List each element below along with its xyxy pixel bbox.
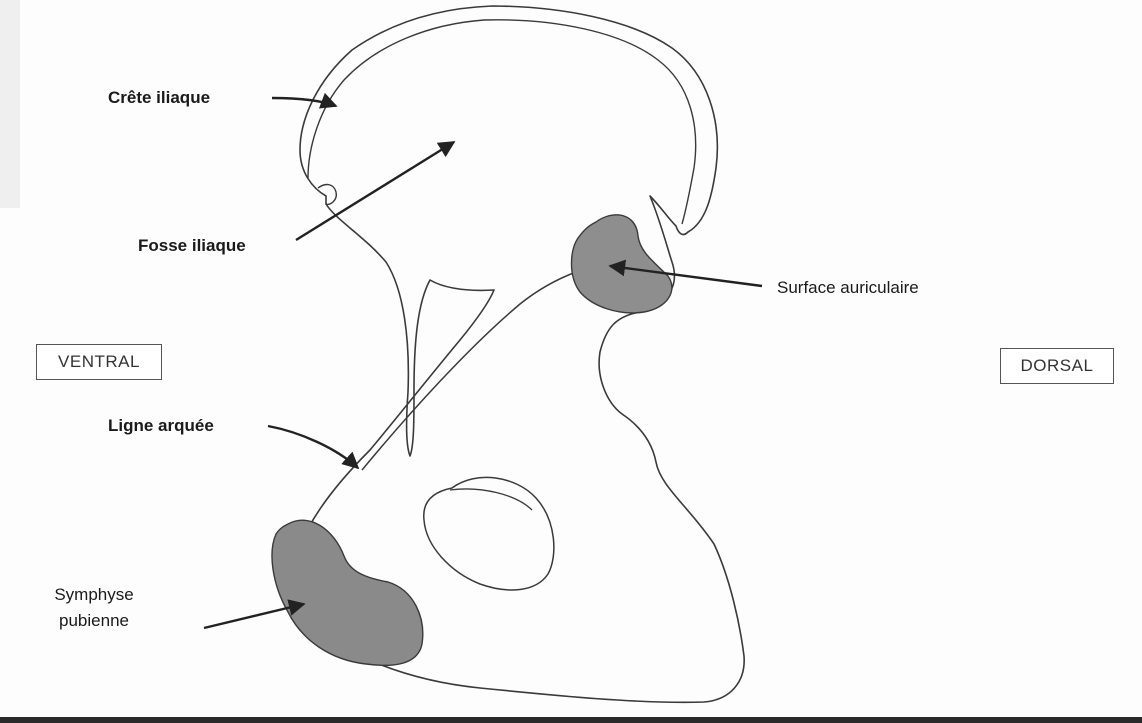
label-fosse-iliaque: Fosse iliaque <box>138 236 246 255</box>
pubic-symphysis-shape <box>271 519 424 667</box>
arrow-fosse-iliaque <box>295 140 456 242</box>
foramen-inner-curve <box>449 488 533 511</box>
label-surface-auriculaire: Surface auriculaire <box>777 278 919 297</box>
label-symphyse-line2: pubienne <box>59 611 129 630</box>
arrow-ligne-arquee <box>267 424 360 470</box>
crest-notch <box>317 183 338 206</box>
label-symphyse-pubienne: Symphyse pubienne <box>44 582 144 634</box>
label-symphyse-line1: Symphyse <box>54 585 134 604</box>
hip-bone-outline <box>295 5 745 704</box>
obturator-foramen <box>423 476 555 591</box>
label-ligne-arquee: Ligne arquée <box>108 416 214 435</box>
iliac-crest-inner-line <box>307 19 697 225</box>
arrow-crete-iliaque <box>271 92 338 109</box>
arcuate-line <box>361 271 577 471</box>
label-crete-iliaque: Crête iliaque <box>108 88 211 107</box>
auricular-surface-shape <box>570 214 673 314</box>
ventral-orientation-box: VENTRAL <box>36 344 162 380</box>
left-edge-strip <box>0 0 20 208</box>
dorsal-orientation-box: DORSAL <box>1000 348 1114 384</box>
bottom-edge-rule <box>0 717 1142 723</box>
arrow-symphyse-pubienne <box>203 599 306 630</box>
arrow-surface-auriculaire <box>608 259 763 288</box>
